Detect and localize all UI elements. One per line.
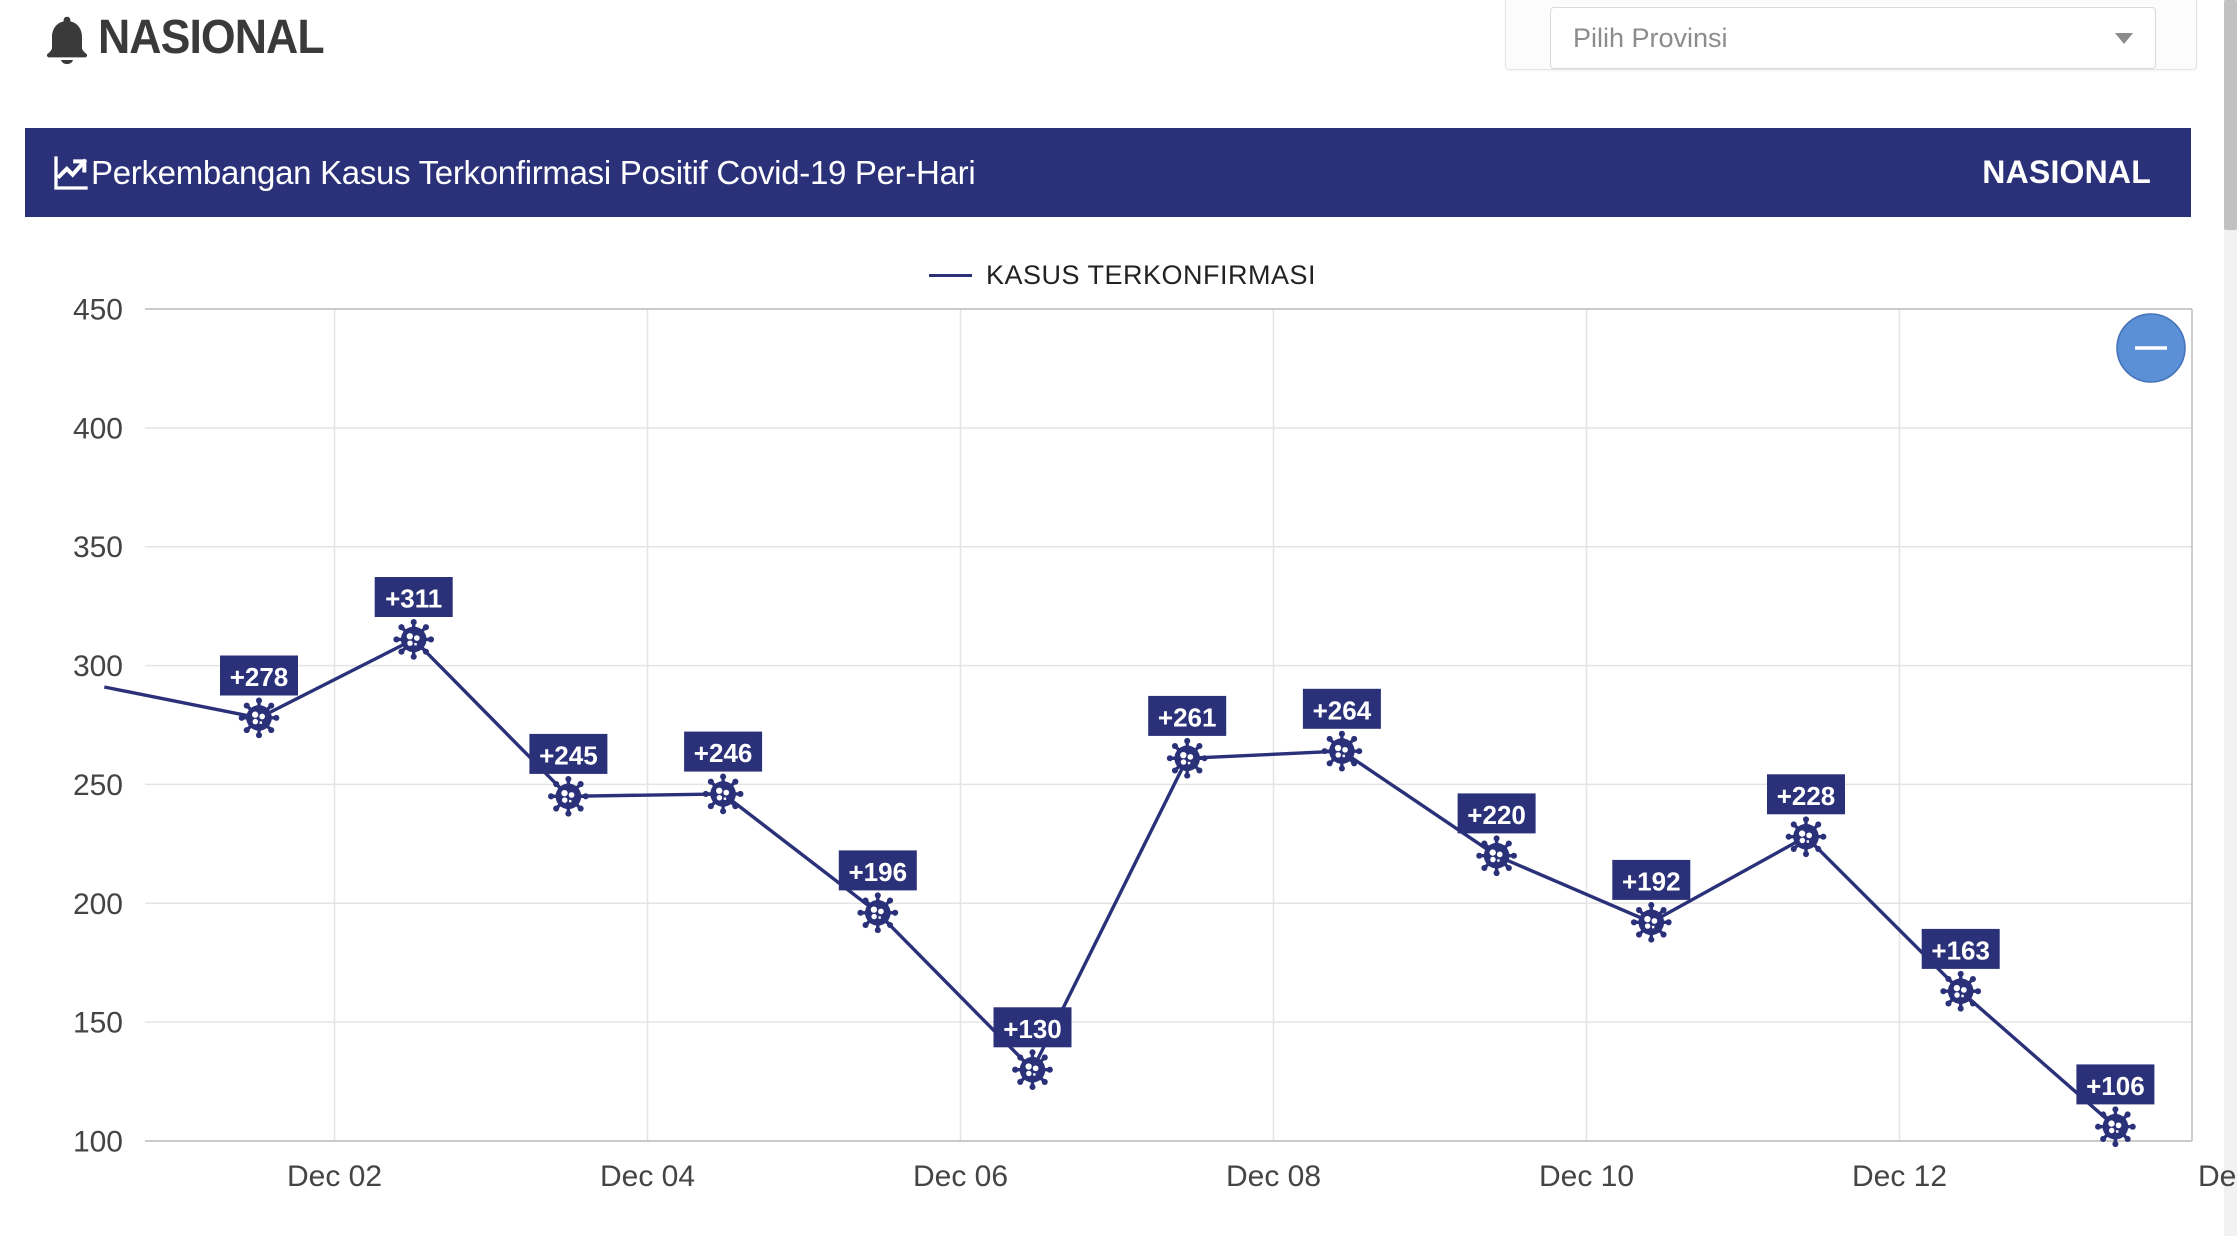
svg-text:+311: +311	[385, 584, 442, 614]
svg-text:+261: +261	[1158, 702, 1217, 732]
svg-text:250: 250	[73, 769, 123, 802]
svg-text:+192: +192	[1622, 866, 1681, 896]
svg-text:100: 100	[73, 1126, 123, 1159]
svg-text:400: 400	[73, 412, 123, 445]
svg-text:+130: +130	[1003, 1014, 1062, 1044]
svg-text:+106: +106	[2086, 1071, 2145, 1101]
svg-text:+278: +278	[230, 662, 289, 692]
svg-text:+228: +228	[1777, 781, 1836, 811]
svg-text:+264: +264	[1313, 695, 1372, 725]
svg-text:Dec 06: Dec 06	[913, 1160, 1008, 1193]
svg-text:350: 350	[73, 531, 123, 564]
svg-text:+245: +245	[539, 740, 598, 770]
svg-text:+246: +246	[694, 738, 753, 768]
svg-text:300: 300	[73, 650, 123, 683]
svg-text:450: 450	[73, 294, 123, 327]
svg-text:200: 200	[73, 888, 123, 921]
svg-text:+196: +196	[849, 857, 908, 887]
svg-text:Dec 10: Dec 10	[1539, 1160, 1634, 1193]
svg-text:+163: +163	[1931, 935, 1990, 965]
svg-text:Dec 08: Dec 08	[1226, 1160, 1321, 1193]
svg-text:Dec 14: Dec 14	[2198, 1160, 2237, 1193]
svg-text:Dec 02: Dec 02	[287, 1160, 382, 1193]
svg-text:Dec 12: Dec 12	[1852, 1160, 1947, 1193]
svg-text:150: 150	[73, 1007, 123, 1040]
svg-text:+220: +220	[1467, 800, 1526, 830]
svg-text:Dec 04: Dec 04	[600, 1160, 695, 1193]
